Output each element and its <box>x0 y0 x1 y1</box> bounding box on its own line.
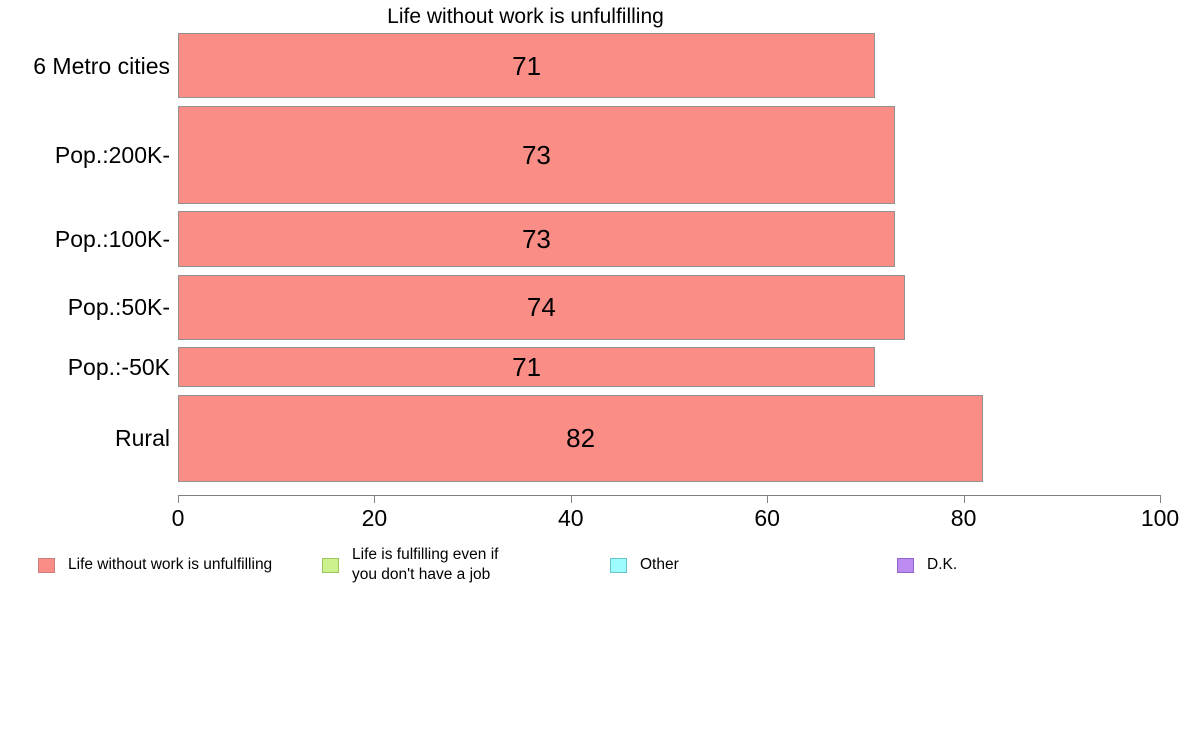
x-axis-tick-label: 60 <box>754 505 780 531</box>
x-axis-tick-label: 100 <box>1140 505 1180 531</box>
category-label: Pop.:-50K <box>67 354 170 380</box>
x-axis-tick <box>1160 495 1161 503</box>
category-label: Pop.:100K- <box>54 226 170 252</box>
legend-item: Life without work is unfulfilling <box>38 545 272 585</box>
legend-label: Life without work is unfulfilling <box>68 556 273 573</box>
legend-label: Other <box>640 556 679 573</box>
x-axis-tick-label: 20 <box>361 505 388 531</box>
bar-value-label: 73 <box>521 224 551 254</box>
x-axis-tick <box>570 495 572 503</box>
category-label: Rural <box>115 425 170 451</box>
x-axis-tick-label: 40 <box>558 505 584 531</box>
bar: 73 <box>178 105 895 204</box>
x-axis-tick <box>374 495 376 503</box>
bar-value-label: 74 <box>526 292 556 322</box>
category-label: Pop.:50K- <box>67 294 170 320</box>
legend-swatch <box>610 557 627 573</box>
bar: 74 <box>178 274 905 340</box>
bar: 71 <box>178 347 876 387</box>
category-label: 6 Metro cities <box>33 52 170 79</box>
legend-item: Life is fulfilling even if you don't hav… <box>322 545 498 585</box>
category-label: Pop.:200K- <box>54 141 170 168</box>
legend-swatch <box>897 557 914 573</box>
x-axis-tick-label: 0 <box>171 505 185 531</box>
legend-label: Life is fulfilling even if you don't hav… <box>352 546 499 583</box>
x-axis-tick <box>963 495 965 503</box>
bar: 71 <box>178 33 876 98</box>
x-axis-tick <box>767 495 769 503</box>
legend-label: D.K. <box>927 556 958 573</box>
legend-item: Other <box>610 545 679 585</box>
bar: 73 <box>178 211 895 267</box>
bar-value-label: 71 <box>512 50 542 81</box>
legend-swatch <box>322 557 339 573</box>
legend-swatch <box>38 557 55 573</box>
bar: 82 <box>178 394 984 482</box>
legend-item: D.K. <box>897 545 957 585</box>
bar-value-label: 71 <box>512 352 542 382</box>
bar-value-label: 82 <box>566 423 596 453</box>
x-axis-tick <box>178 495 179 503</box>
bar-value-label: 73 <box>521 139 551 170</box>
chart-title: Life without work is unfulfilling <box>387 5 664 28</box>
x-axis-line <box>178 495 1160 496</box>
x-axis-tick-label: 80 <box>950 505 977 531</box>
